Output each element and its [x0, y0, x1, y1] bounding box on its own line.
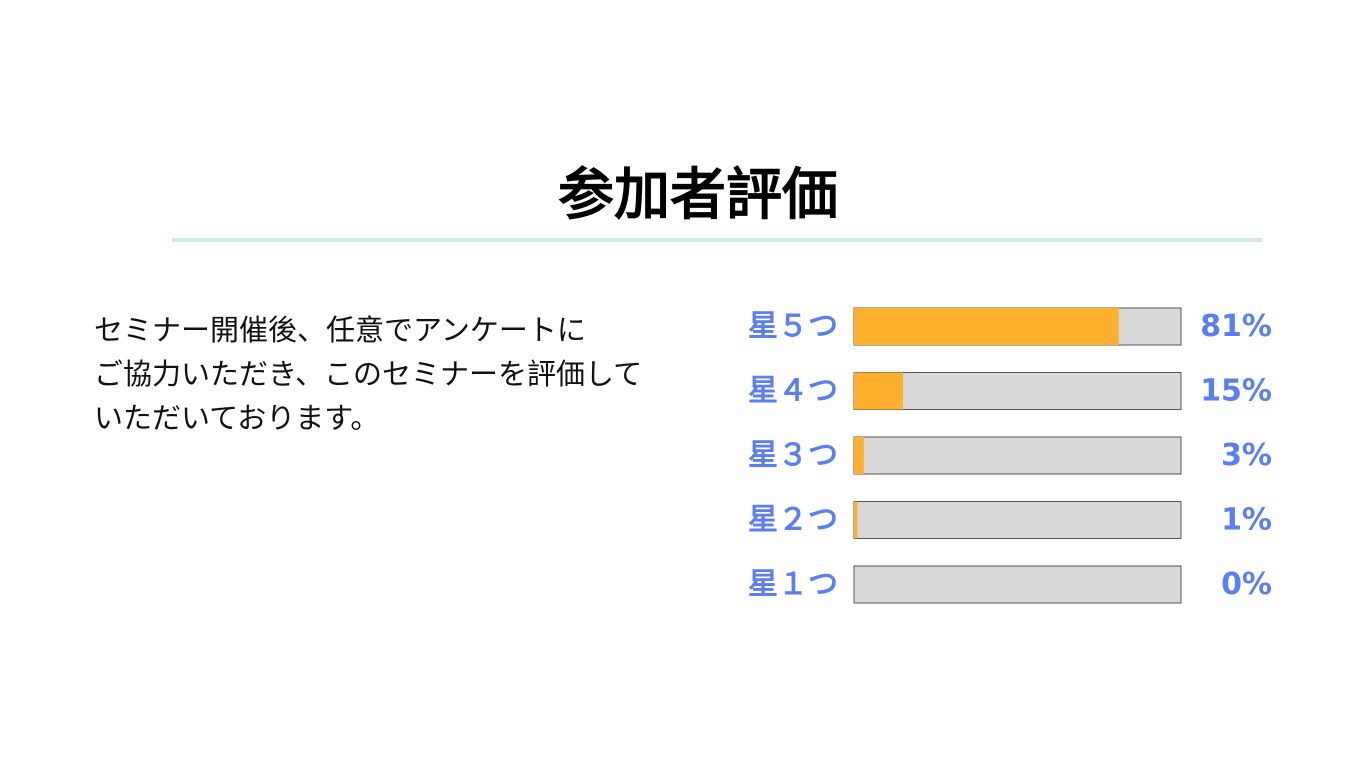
bar-fill	[854, 372, 904, 410]
rating-bar-chart: 星５つ 81% 星４つ 15% 星３つ 3% 星２つ 1% 星１つ 0%	[748, 307, 1272, 604]
category-label: 星１つ	[748, 567, 838, 602]
page-title: 参加者評価	[558, 163, 838, 228]
bar-track	[853, 501, 1182, 539]
category-label: 星３つ	[748, 438, 838, 473]
value-label: 1%	[1221, 503, 1272, 538]
category-label: 星５つ	[748, 309, 838, 344]
description-text: セミナー開催後、任意でアンケートに ご協力いただき、このセミナーを評価して いた…	[94, 308, 714, 440]
bar-fill	[854, 308, 1119, 345]
category-label: 星４つ	[748, 374, 838, 409]
bar-fill	[854, 501, 858, 539]
bar-track	[853, 436, 1182, 475]
title-divider	[172, 238, 1262, 242]
category-label: 星２つ	[748, 503, 838, 538]
description-line: セミナー開催後、任意でアンケートに	[94, 313, 586, 347]
bar-track	[853, 372, 1182, 410]
bar-track	[853, 565, 1182, 604]
description-line: いただいております。	[94, 401, 380, 435]
description-line: ご協力いただき、このセミナーを評価して	[94, 357, 643, 391]
bar-fill	[854, 437, 864, 474]
value-label: 15%	[1200, 374, 1272, 409]
value-label: 0%	[1221, 567, 1272, 602]
value-label: 3%	[1221, 438, 1272, 473]
value-label: 81%	[1200, 309, 1272, 344]
